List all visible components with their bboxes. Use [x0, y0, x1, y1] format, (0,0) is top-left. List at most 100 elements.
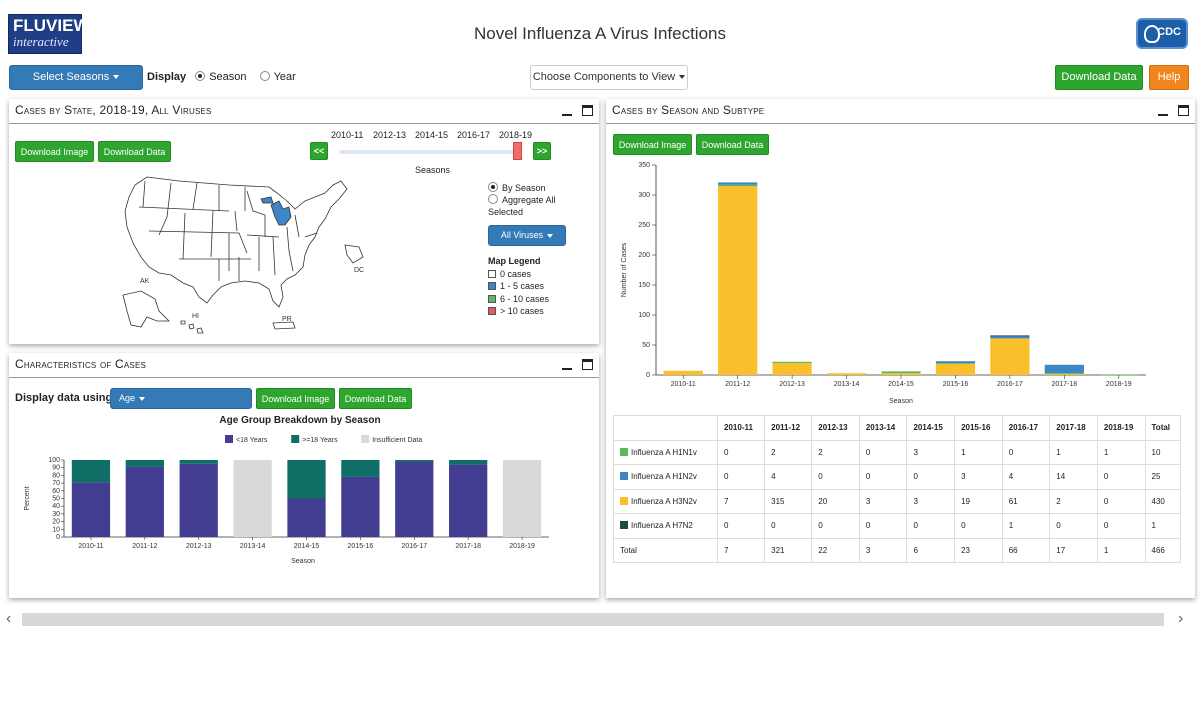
age-bar-segment[interactable]	[449, 460, 488, 465]
table-column-header: 2016-17	[1001, 415, 1051, 441]
age-bar-segment[interactable]	[341, 476, 380, 537]
bar-segment[interactable]	[826, 373, 867, 375]
age-bar-segment[interactable]	[287, 498, 326, 538]
season-slider-handle[interactable]	[513, 142, 522, 160]
bar-segment[interactable]	[718, 186, 758, 375]
age-bar-segment[interactable]	[71, 460, 111, 483]
cdc-logo[interactable]: CDC	[1136, 18, 1188, 49]
slider-season-label: 2012-13	[373, 130, 407, 140]
radio-aggregate[interactable]: Aggregate All Selected	[488, 194, 568, 218]
bar-segment[interactable]	[663, 370, 703, 375]
age-bar-segment[interactable]	[287, 460, 326, 499]
map-legend-item: > 10 cases	[488, 305, 549, 318]
radio-aggregate-dot[interactable]	[488, 194, 498, 204]
age-bar-segment[interactable]	[502, 460, 542, 537]
scroll-right-icon[interactable]: ›	[1178, 610, 1184, 627]
table-cell: 430	[1144, 488, 1182, 514]
bar-segment[interactable]	[1044, 364, 1084, 374]
x-tick-label: 2010-11	[78, 543, 103, 550]
bar-segment[interactable]	[1044, 373, 1084, 374]
bar-segment[interactable]	[935, 363, 976, 364]
map-download-data-button[interactable]: Download Data	[98, 141, 171, 162]
age-bar-segment[interactable]	[179, 463, 218, 537]
map-download-image-button[interactable]: Download Image	[15, 141, 94, 162]
y-tick-label: 60	[52, 488, 60, 495]
char-download-data-button[interactable]: Download Data	[339, 388, 412, 409]
table-cell: 0	[1096, 513, 1146, 539]
choose-components-button[interactable]: Choose Components to View	[530, 65, 688, 90]
age-bar-segment[interactable]	[125, 460, 164, 467]
radio-by-season[interactable]: By Season	[488, 182, 568, 194]
bar-segment[interactable]	[935, 363, 976, 375]
table-row: Influenza A H3N2v 7 315 20 3 3 19 61 2 0 430	[613, 488, 1182, 514]
top-download-data-button[interactable]: Download Data	[1055, 65, 1143, 90]
char-download-image-button[interactable]: Download Image	[256, 388, 335, 409]
radio-season[interactable]: Season	[195, 71, 247, 83]
scroll-left-icon[interactable]: ‹	[6, 610, 12, 627]
table-column-header: 2015-16	[954, 415, 1003, 441]
maximize-icon[interactable]	[582, 359, 593, 370]
age-bar-segment[interactable]	[233, 460, 272, 537]
table-cell: 61	[1001, 488, 1051, 514]
bar-segment[interactable]	[718, 182, 758, 185]
bar-segment[interactable]	[881, 371, 921, 374]
season-download-image-button[interactable]: Download Image	[613, 134, 692, 155]
table-row-label: Influenza A H7N2	[613, 513, 718, 539]
age-bar-segment[interactable]	[125, 466, 164, 537]
season-download-data-button[interactable]: Download Data	[696, 134, 769, 155]
us-map[interactable]: AK HI PR DC	[119, 171, 379, 339]
table-cell: 6	[906, 537, 956, 563]
virus-select[interactable]: All Viruses	[488, 225, 566, 246]
bar-segment[interactable]	[772, 361, 812, 363]
table-column-header: Total	[1144, 415, 1182, 441]
age-bar-segment[interactable]	[71, 482, 111, 537]
bar-segment[interactable]	[772, 363, 812, 375]
table-column-header: 2012-13	[811, 415, 860, 441]
legend-label: 1 - 5 cases	[500, 281, 545, 291]
maximize-icon[interactable]	[582, 105, 593, 116]
slider-next-button[interactable]: >>	[533, 142, 551, 160]
radio-season-dot[interactable]	[195, 71, 206, 81]
season-slider-track[interactable]	[339, 150, 517, 154]
horizontal-scrollbar[interactable]: ‹ ›	[0, 610, 1200, 628]
characteristic-select[interactable]: Age	[110, 388, 252, 409]
series-swatch	[620, 472, 628, 481]
radio-by-season-dot[interactable]	[488, 182, 498, 192]
bar-segment[interactable]	[718, 184, 758, 186]
bar-segment[interactable]	[935, 361, 976, 363]
radio-year[interactable]: Year	[259, 71, 296, 83]
help-button[interactable]: Help	[1149, 65, 1189, 90]
minimize-icon[interactable]	[562, 106, 572, 116]
minimize-icon[interactable]	[562, 360, 572, 370]
bar-segment[interactable]	[990, 336, 1030, 339]
y-tick-label: 150	[638, 282, 650, 289]
table-column-header: 2010-11	[716, 415, 766, 441]
age-legend-label: >=18 Years	[302, 437, 338, 444]
age-bar-segment[interactable]	[395, 461, 434, 537]
age-bar-segment[interactable]	[341, 460, 380, 477]
age-bar-segment[interactable]	[449, 464, 488, 537]
maximize-icon[interactable]	[1178, 105, 1189, 116]
table-row: Influenza A H1N2v 0 4 0 0 0 3 4 14 0 25	[613, 464, 1182, 490]
table-cell: 3	[858, 537, 908, 563]
fluview-logo[interactable]: FLUVIEW interactive	[8, 14, 90, 54]
x-tick-label: 2012-13	[779, 381, 805, 388]
table-cell: 0	[858, 513, 908, 539]
slider-prev-button[interactable]: <<	[310, 142, 328, 160]
bar-segment[interactable]	[1099, 374, 1139, 376]
table-column-header: 2011-12	[764, 415, 813, 441]
age-bar-segment[interactable]	[179, 460, 218, 464]
select-seasons-button[interactable]: Select Seasons	[9, 65, 143, 90]
scrollbar-thumb[interactable]	[22, 613, 1164, 626]
table-cell: 0	[1001, 439, 1051, 465]
minimize-icon[interactable]	[1158, 106, 1168, 116]
season-panel-window-controls	[1158, 103, 1189, 121]
table-cell: 0	[811, 513, 860, 539]
age-bar-segment[interactable]	[395, 460, 434, 462]
bar-segment[interactable]	[881, 373, 921, 375]
bar-segment[interactable]	[990, 335, 1030, 337]
bar-segment[interactable]	[1044, 373, 1084, 375]
bar-segment[interactable]	[990, 338, 1030, 375]
radio-year-dot[interactable]	[259, 71, 270, 81]
age-legend-label: <18 Years	[236, 437, 268, 444]
